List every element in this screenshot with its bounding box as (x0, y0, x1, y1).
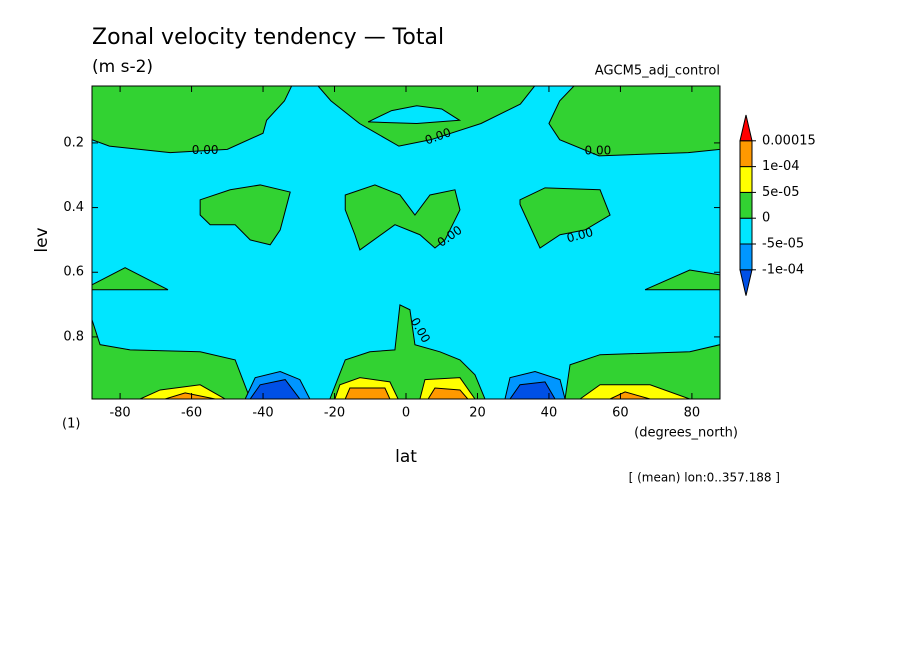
y-tick-label: 0.4 (63, 200, 84, 215)
x-tick-label: 40 (541, 406, 558, 421)
colorbar-label: -5e-05 (762, 237, 804, 252)
contour-region (139, 384, 227, 399)
x-unit: (degrees_north) (634, 426, 738, 441)
colorbar-box (739, 243, 753, 271)
contour-region (199, 184, 291, 246)
colorbar-label: 1e-04 (762, 159, 800, 174)
y-tick-label: 0.2 (63, 135, 84, 150)
contour-region (92, 319, 251, 399)
contour-region (427, 387, 469, 399)
note: [ (mean) lon:0..357.188 ] (629, 471, 780, 485)
contour-region (92, 267, 169, 291)
x-tick-label: 0 (402, 406, 410, 421)
colorbar-label: 0 (762, 211, 770, 226)
x-axis-label: lat (395, 447, 417, 467)
colorbar-label: 5e-05 (762, 185, 800, 200)
colorbar-box (739, 191, 753, 219)
contour-label: 0.00 (192, 143, 219, 157)
contour-region (548, 86, 720, 157)
x-tick-label: 20 (469, 406, 486, 421)
y-unit: (1) (62, 417, 80, 432)
plot-area: 0.000.000.000.00 0.000.00 (92, 86, 720, 399)
y-tick-label: 0.6 (63, 265, 84, 280)
contour-region (329, 304, 486, 399)
contour-region (92, 86, 293, 154)
chart-subtitle: (m s-2) (92, 57, 153, 77)
chart-title: Zonal velocity tendency — Total (92, 25, 444, 50)
x-tick-label: -20 (324, 406, 345, 421)
x-tick-label: -40 (252, 406, 273, 421)
contour-label: 0.00 (565, 225, 594, 245)
x-tick-label: -80 (109, 406, 130, 421)
x-tick-label: -60 (181, 406, 202, 421)
contour-region (344, 184, 461, 251)
contour-region (644, 269, 720, 291)
x-tick-label: 80 (684, 406, 701, 421)
colorbar-label: -1e-04 (762, 262, 804, 277)
x-tick-label: 60 (612, 406, 629, 421)
colorbar-box (739, 217, 753, 245)
contour-region (92, 86, 720, 399)
contour-region (164, 392, 216, 399)
run-label: AGCM5_adj_control (595, 64, 720, 79)
colorbar-box (739, 166, 753, 193)
y-tick-label: 0.8 (63, 329, 84, 344)
colorbar-label: 0.00015 (762, 133, 816, 148)
contour-region (579, 384, 690, 399)
y-axis-label: lev (32, 227, 52, 252)
contour-region (509, 381, 556, 399)
colorbar-cap (739, 269, 753, 296)
contour-region (519, 187, 611, 249)
contour-region (367, 105, 462, 125)
contour-region (344, 387, 391, 399)
colorbar-box (739, 140, 753, 168)
colorbar-cap (739, 114, 753, 142)
contour-label: 0.00 (585, 143, 612, 157)
